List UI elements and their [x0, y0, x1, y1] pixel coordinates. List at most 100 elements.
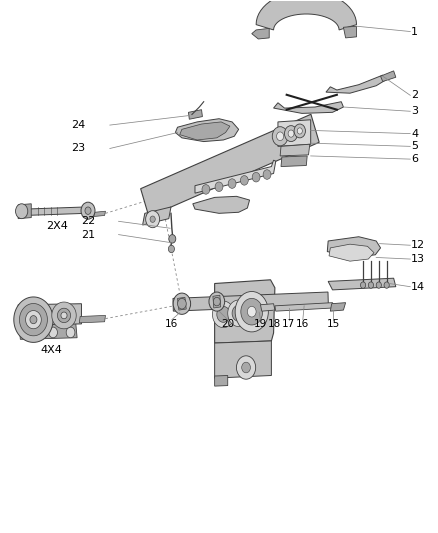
Polygon shape	[18, 204, 31, 219]
Polygon shape	[281, 156, 307, 166]
Text: 2X4: 2X4	[46, 221, 68, 231]
Polygon shape	[25, 311, 41, 329]
Polygon shape	[215, 280, 275, 343]
Polygon shape	[18, 304, 81, 325]
Circle shape	[209, 292, 225, 311]
Polygon shape	[328, 278, 396, 290]
Text: 21: 21	[81, 230, 95, 240]
Polygon shape	[213, 295, 221, 308]
Text: 18: 18	[268, 319, 282, 329]
Polygon shape	[330, 303, 346, 311]
Text: 4: 4	[411, 128, 418, 139]
Text: 14: 14	[411, 282, 425, 292]
Polygon shape	[141, 114, 319, 217]
Circle shape	[297, 128, 302, 134]
Circle shape	[384, 282, 389, 288]
Text: 5: 5	[411, 141, 418, 151]
Circle shape	[288, 130, 294, 137]
Circle shape	[168, 245, 174, 253]
Circle shape	[228, 300, 250, 327]
Text: 6: 6	[411, 154, 418, 164]
Circle shape	[232, 305, 245, 321]
Text: 1: 1	[411, 27, 418, 37]
Circle shape	[228, 179, 236, 188]
Polygon shape	[180, 122, 230, 140]
Circle shape	[368, 282, 374, 288]
Circle shape	[360, 282, 366, 288]
Circle shape	[215, 182, 223, 191]
Circle shape	[276, 132, 284, 141]
Polygon shape	[215, 341, 272, 378]
Polygon shape	[256, 0, 357, 30]
Polygon shape	[280, 144, 310, 156]
Polygon shape	[252, 28, 269, 39]
Circle shape	[242, 362, 251, 373]
Circle shape	[81, 202, 95, 219]
Circle shape	[213, 297, 220, 306]
Polygon shape	[326, 75, 385, 93]
Polygon shape	[261, 304, 275, 311]
Polygon shape	[94, 211, 106, 216]
Polygon shape	[19, 303, 47, 336]
Polygon shape	[329, 244, 374, 261]
Text: 2: 2	[411, 90, 418, 100]
Polygon shape	[79, 316, 106, 323]
Polygon shape	[175, 119, 239, 142]
Circle shape	[49, 327, 57, 338]
Circle shape	[240, 175, 248, 185]
Text: 22: 22	[81, 216, 96, 227]
Circle shape	[285, 126, 297, 142]
Text: 16: 16	[296, 319, 310, 329]
Circle shape	[376, 282, 381, 288]
Text: 16: 16	[165, 319, 178, 329]
Circle shape	[169, 235, 176, 243]
Circle shape	[252, 172, 260, 182]
Circle shape	[217, 306, 230, 322]
Text: 20: 20	[221, 319, 234, 329]
Circle shape	[235, 292, 268, 332]
Circle shape	[15, 204, 28, 219]
Circle shape	[146, 211, 159, 228]
Circle shape	[177, 298, 186, 309]
Polygon shape	[177, 297, 186, 310]
Polygon shape	[52, 302, 76, 329]
Text: 23: 23	[71, 143, 85, 154]
Circle shape	[26, 328, 35, 339]
Polygon shape	[188, 110, 202, 119]
Text: 3: 3	[411, 106, 418, 116]
Polygon shape	[275, 303, 333, 311]
Text: 4X4: 4X4	[40, 345, 62, 356]
Polygon shape	[274, 102, 343, 114]
Polygon shape	[14, 297, 53, 342]
Polygon shape	[19, 324, 77, 340]
Circle shape	[263, 169, 271, 179]
Polygon shape	[173, 292, 328, 311]
Polygon shape	[143, 207, 171, 225]
Text: 13: 13	[411, 254, 425, 264]
Polygon shape	[327, 237, 381, 257]
Circle shape	[272, 127, 288, 146]
Polygon shape	[381, 71, 396, 82]
Polygon shape	[215, 375, 228, 386]
Text: 12: 12	[411, 240, 425, 250]
Circle shape	[237, 356, 256, 379]
Text: 17: 17	[282, 319, 296, 329]
Polygon shape	[30, 316, 37, 324]
Polygon shape	[57, 308, 71, 322]
Polygon shape	[25, 207, 86, 215]
Text: 15: 15	[327, 319, 340, 329]
Polygon shape	[193, 196, 250, 213]
Circle shape	[294, 124, 305, 138]
Text: 24: 24	[71, 120, 86, 130]
Circle shape	[173, 293, 191, 314]
Polygon shape	[195, 160, 276, 193]
Polygon shape	[61, 312, 67, 319]
Circle shape	[247, 306, 256, 317]
Circle shape	[202, 184, 210, 194]
Polygon shape	[343, 26, 357, 38]
Circle shape	[66, 327, 75, 338]
Circle shape	[85, 207, 91, 214]
Text: 19: 19	[254, 319, 267, 329]
Circle shape	[241, 298, 263, 325]
Circle shape	[150, 216, 155, 222]
